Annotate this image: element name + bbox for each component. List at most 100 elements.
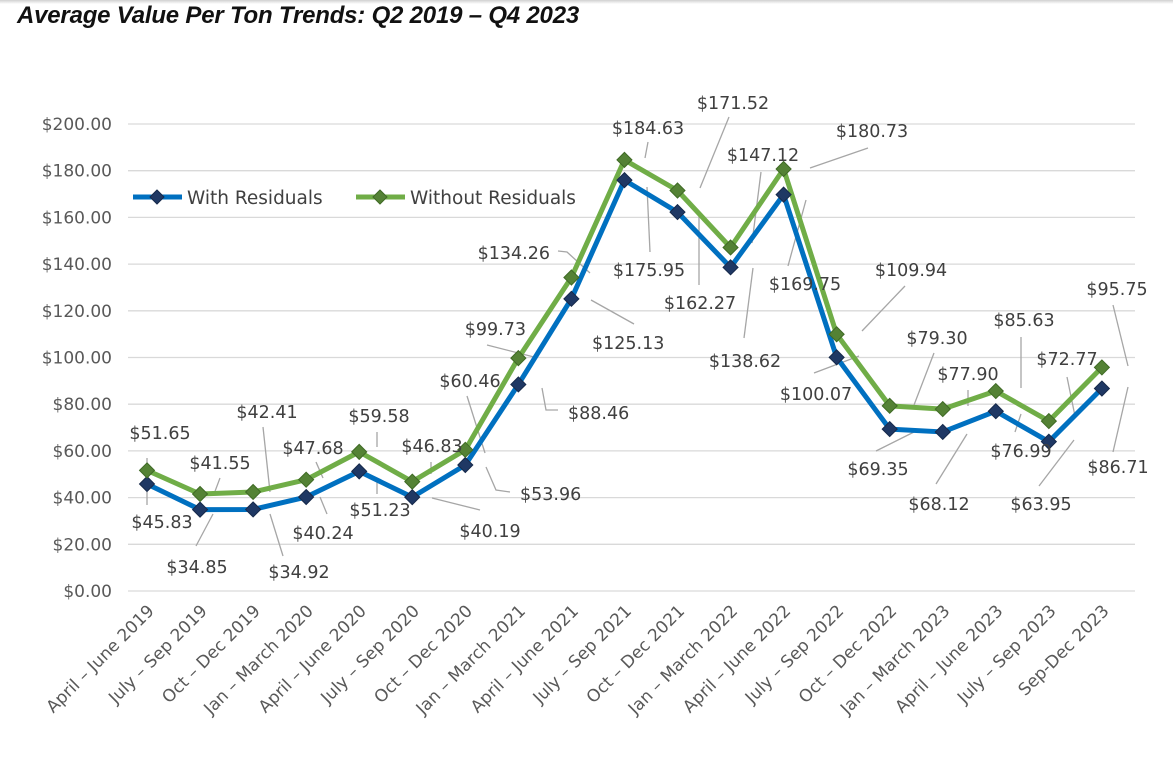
with-residuals-marker	[563, 290, 580, 308]
y-tick-label: $80.00	[53, 395, 112, 415]
leader-line	[1038, 439, 1075, 487]
without-residuals-marker	[191, 485, 209, 503]
without-residuals-data-label: $72.77	[1036, 350, 1097, 370]
with-residuals-marker	[138, 475, 156, 493]
x-tick-label: Oct – Dec 2020	[371, 601, 477, 707]
with-residuals-marker	[404, 488, 421, 506]
with-residuals-data-label: $88.46	[568, 404, 629, 424]
with-residuals-data-label: $76.99	[990, 442, 1051, 462]
without-residuals-data-label: $184.63	[612, 119, 684, 139]
with-residuals-data-label: $175.95	[613, 261, 685, 281]
without-residuals-data-label: $59.58	[348, 407, 409, 427]
without-residuals-marker	[138, 462, 156, 479]
without-residuals-data-label: $95.75	[1086, 280, 1147, 300]
with-residuals-marker	[987, 403, 1005, 420]
without-residuals-data-label: $109.94	[875, 261, 947, 281]
with-residuals-marker	[1040, 433, 1058, 450]
legend-without-residuals-marker	[372, 189, 388, 205]
legend-without-residuals-label: Without Residuals	[410, 188, 576, 209]
leader-line	[743, 267, 754, 339]
y-tick-label: $200.00	[42, 115, 112, 135]
without-residuals-marker	[669, 182, 686, 199]
with-residuals-data-label: $40.24	[292, 524, 353, 544]
top-border	[0, 0, 1173, 4]
leader-line	[319, 496, 328, 515]
leader-line	[646, 186, 651, 253]
with-residuals-data-label: $125.13	[592, 334, 664, 354]
leader-line	[1112, 304, 1129, 367]
with-residuals-marker	[669, 203, 686, 221]
leader-line	[913, 352, 935, 406]
with-residuals-data-label: $34.85	[166, 558, 227, 578]
label-leader-lines	[146, 116, 1129, 557]
with-residuals-marker	[775, 186, 792, 203]
without-residuals-data-label: $79.30	[906, 329, 967, 349]
with-residuals-marker	[881, 420, 898, 438]
leader-line	[431, 497, 481, 511]
leader-line	[486, 344, 535, 358]
with-residuals-marker	[457, 456, 474, 474]
leader-line	[485, 466, 511, 493]
y-tick-label: $20.00	[53, 535, 112, 555]
with-residuals-data-label: $138.62	[709, 352, 781, 372]
with-residuals-marker	[616, 171, 633, 189]
leader-line	[269, 513, 284, 557]
without-residuals-marker	[244, 483, 262, 501]
with-residuals-data-label: $86.71	[1087, 458, 1148, 478]
without-residuals-data-label: $171.52	[697, 94, 769, 114]
with-residuals-data-label: $45.83	[131, 513, 192, 533]
legend-with-residuals-label: With Residuals	[187, 188, 323, 209]
with-residuals-data-label: $40.19	[459, 522, 520, 542]
without-residuals-data-label: $47.68	[282, 439, 343, 459]
without-residuals-data-label: $99.73	[465, 320, 526, 340]
without-residuals-marker	[881, 397, 898, 415]
with-residuals-marker	[244, 501, 262, 518]
y-tick-label: $120.00	[42, 302, 112, 322]
without-residuals-marker	[297, 471, 315, 488]
without-residuals-data-label: $85.63	[993, 311, 1054, 331]
y-tick-label: $160.00	[42, 208, 112, 228]
leader-line	[935, 433, 968, 485]
with-residuals-data-label: $68.12	[908, 495, 969, 515]
without-residuals-marker	[457, 441, 474, 459]
leader-line	[861, 285, 906, 332]
without-residuals-data-label: $46.83	[401, 437, 462, 457]
without-residuals-marker	[563, 269, 580, 286]
with-residuals-marker	[350, 463, 368, 480]
without-residuals-marker	[1040, 412, 1058, 430]
without-residuals-marker	[510, 349, 527, 367]
y-tick-label: $60.00	[53, 442, 112, 462]
y-tick-label: $140.00	[42, 255, 112, 275]
without-residuals-data-label: $60.46	[439, 372, 500, 392]
leader-line	[541, 387, 558, 411]
with-residuals-marker	[722, 259, 739, 276]
leader-line	[875, 431, 915, 452]
with-residuals-marker	[934, 423, 951, 441]
without-residuals-marker	[775, 160, 792, 178]
leader-line	[699, 116, 730, 189]
x-tick-label: Oct – Dec 2021	[583, 601, 689, 707]
leader-line	[557, 250, 591, 274]
legend: With Residuals Without Residuals	[133, 188, 576, 209]
with-residuals-marker	[191, 501, 209, 518]
data-labels: $45.83 $34.85 $34.92 $40.24 $51.23 $40.19$53.…	[129, 94, 1148, 583]
without-residuals-data-label: $134.26	[478, 244, 550, 264]
without-residuals-marker	[987, 382, 1005, 400]
without-residuals-data-label: $77.90	[937, 365, 998, 385]
with-residuals-data-label: $53.96	[520, 485, 581, 505]
leader-line	[1112, 386, 1129, 453]
y-axis-ticks: $0.00 $20.00 $40.00 $60.00 $80.00 $100.00 $120…	[42, 115, 112, 602]
y-tick-label: $100.00	[42, 349, 112, 369]
with-residuals-marker	[1093, 380, 1111, 397]
without-residuals-marker	[1093, 359, 1111, 376]
x-tick-label: Oct – Dec 2019	[158, 601, 264, 707]
without-residuals-marker	[616, 151, 633, 169]
leader-line	[262, 426, 271, 493]
x-tick-label: Oct – Dec 2022	[795, 601, 901, 707]
series-markers	[138, 151, 1111, 518]
without-residuals-marker	[722, 239, 739, 256]
with-residuals-data-label: $69.35	[847, 460, 908, 480]
with-residuals-data-label: $63.95	[1010, 495, 1071, 515]
